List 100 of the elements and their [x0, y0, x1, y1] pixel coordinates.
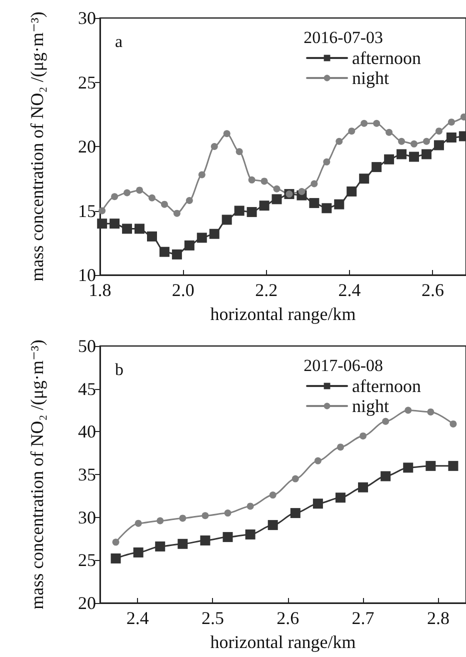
- point: [110, 553, 121, 564]
- point: [136, 186, 144, 194]
- point: [269, 492, 276, 499]
- x-tick-label: 2.0: [172, 280, 194, 300]
- point: [410, 140, 418, 148]
- point: [272, 194, 282, 204]
- legend-label: night: [352, 68, 390, 88]
- legend-label: night: [352, 396, 390, 416]
- x-axis-title: horizontal range/km: [210, 304, 356, 324]
- point: [290, 508, 300, 518]
- point: [234, 206, 244, 216]
- x-tick-label: 2.5: [201, 608, 224, 628]
- annotation: a: [115, 32, 123, 51]
- point: [122, 224, 132, 234]
- point: [409, 152, 420, 162]
- point: [155, 541, 166, 552]
- point: [202, 512, 209, 520]
- point: [337, 444, 344, 451]
- point: [460, 113, 466, 120]
- point: [186, 196, 193, 204]
- x-tick-label: 2.2: [255, 280, 278, 300]
- point: [334, 199, 344, 210]
- point: [421, 149, 432, 160]
- point: [404, 406, 412, 414]
- y-tick-label: 15: [78, 200, 96, 221]
- point: [148, 194, 156, 202]
- point: [97, 218, 108, 229]
- y-tick-label: 25: [78, 72, 96, 92]
- point: [245, 529, 256, 540]
- y-axis-title: mass concentration of NO₂ /(μg·m⁻³): [27, 12, 47, 282]
- point: [110, 218, 120, 229]
- point: [133, 547, 144, 558]
- point: [373, 120, 380, 127]
- point: [159, 246, 170, 257]
- point: [384, 154, 394, 164]
- point: [259, 200, 270, 211]
- point: [358, 482, 368, 492]
- point: [398, 138, 406, 145]
- point: [346, 186, 357, 196]
- point: [435, 128, 442, 135]
- point: [248, 176, 256, 184]
- x-tick-label: 2.4: [338, 280, 361, 300]
- point: [236, 148, 243, 156]
- y-tick-label: 20: [78, 593, 96, 613]
- legend-label: afternoon: [352, 48, 421, 68]
- point: [360, 432, 367, 440]
- point: [348, 128, 356, 135]
- point: [112, 538, 120, 546]
- point: [156, 517, 164, 524]
- y-tick-label: 20: [78, 136, 96, 156]
- point: [422, 138, 430, 145]
- point: [380, 471, 391, 482]
- point: [448, 118, 455, 126]
- point: [198, 171, 206, 178]
- legend-title: 2017-06-08: [304, 356, 384, 375]
- point: [223, 130, 230, 138]
- point: [273, 185, 280, 192]
- annotation: b: [115, 360, 124, 379]
- point: [427, 408, 434, 416]
- point: [448, 460, 458, 471]
- y-axis-title: mass concentration of NO₂ /(μg·m⁻³): [27, 340, 47, 610]
- point: [396, 149, 407, 160]
- point: [268, 520, 278, 530]
- point: [446, 132, 456, 143]
- point: [134, 224, 145, 234]
- point: [111, 193, 118, 200]
- point: [335, 492, 346, 503]
- point: [134, 520, 142, 527]
- point: [246, 207, 257, 218]
- point: [196, 232, 207, 243]
- legend-label: afternoon: [352, 376, 421, 396]
- y-tick-label: 35: [78, 464, 96, 484]
- point: [200, 535, 210, 546]
- point: [160, 200, 168, 208]
- point: [222, 214, 232, 225]
- point: [359, 174, 370, 184]
- point: [426, 460, 436, 471]
- point: [312, 498, 323, 509]
- point: [298, 188, 306, 195]
- x-tick-label: 2.6: [276, 608, 300, 628]
- point: [246, 502, 254, 510]
- y-tick-label: 50: [78, 336, 96, 356]
- point: [222, 532, 233, 542]
- point: [450, 420, 457, 428]
- point: [292, 475, 299, 482]
- legend-title: 2016-07-03: [304, 28, 384, 47]
- point: [309, 198, 320, 208]
- point: [382, 418, 390, 425]
- point: [360, 120, 368, 127]
- point: [260, 178, 268, 185]
- point: [372, 162, 382, 172]
- point: [124, 189, 131, 196]
- y-tick-label: 30: [78, 507, 96, 528]
- x-tick-label: 2.8: [426, 608, 450, 628]
- point: [310, 180, 318, 188]
- point: [178, 538, 188, 549]
- point: [210, 143, 218, 150]
- point: [98, 207, 106, 214]
- x-tick-label: 2.6: [421, 280, 444, 300]
- point: [209, 228, 220, 239]
